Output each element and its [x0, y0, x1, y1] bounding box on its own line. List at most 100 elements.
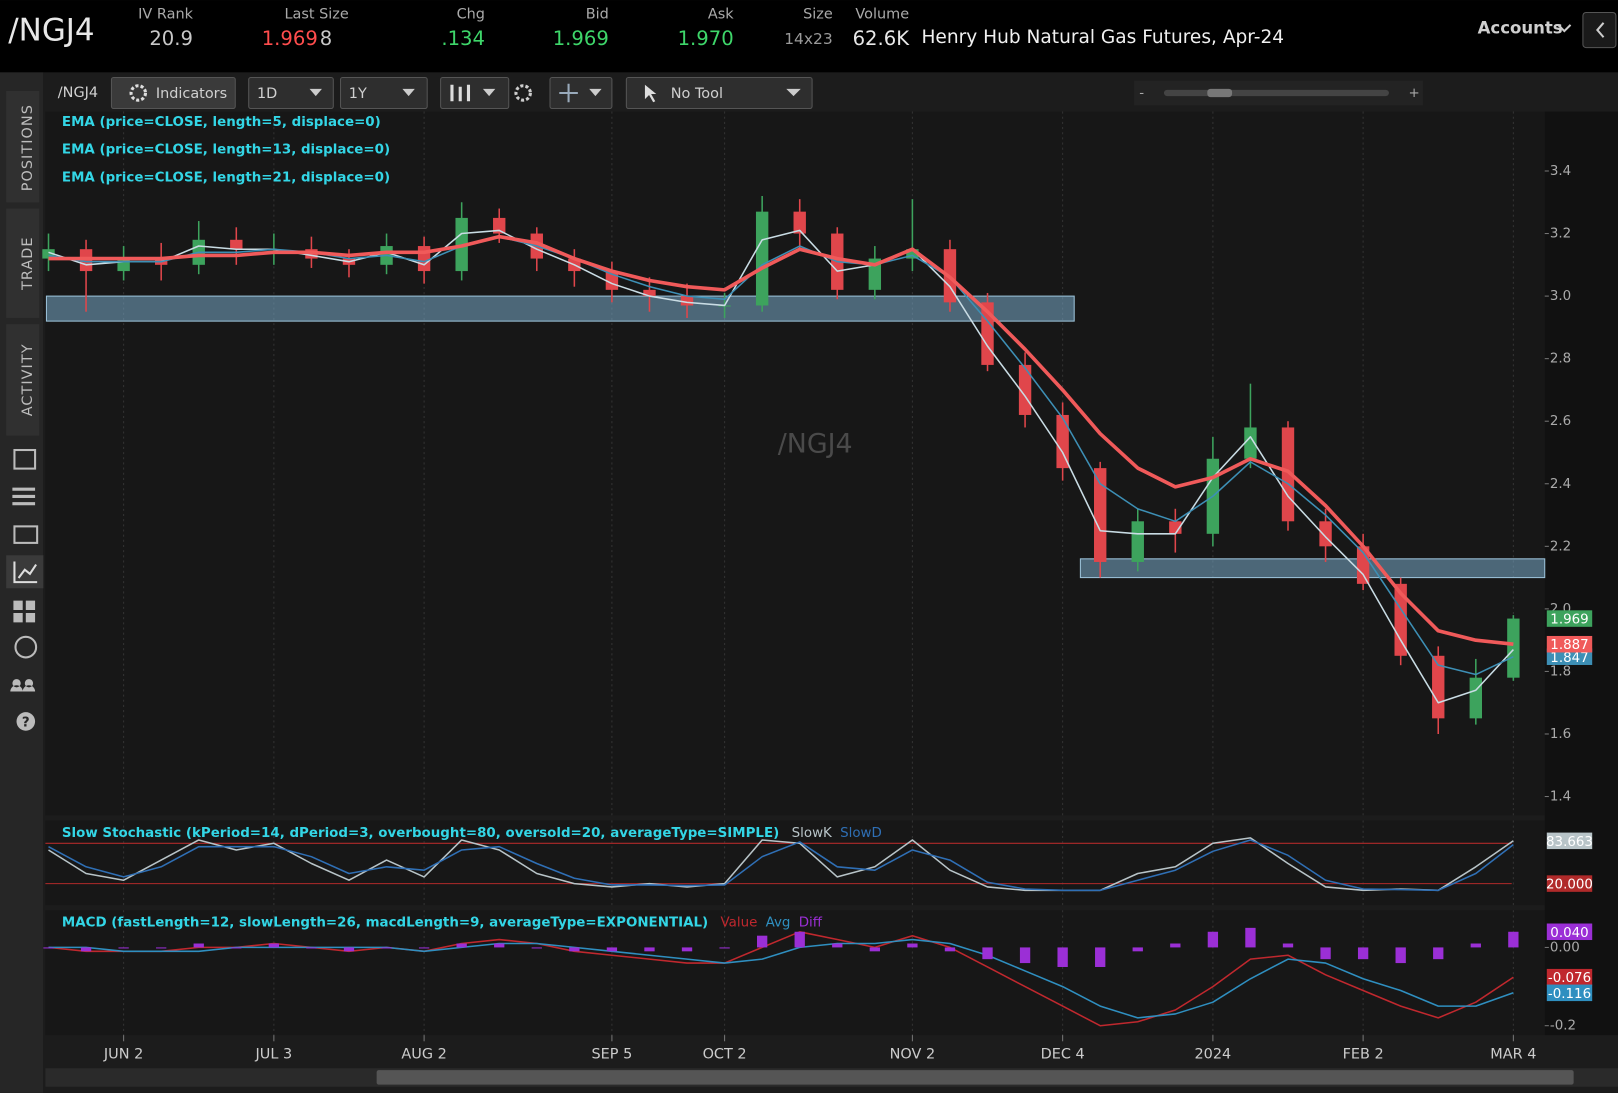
zoom-out[interactable]: -	[1139, 86, 1144, 101]
histogram-bar	[1395, 947, 1406, 964]
histogram-bar	[944, 947, 956, 952]
field-label: Ask	[708, 7, 734, 23]
icon[interactable]	[12, 487, 36, 506]
aggregation-select[interactable]	[248, 76, 334, 109]
histogram-bar	[1207, 931, 1219, 948]
field-label: Size	[803, 7, 833, 23]
value-badge	[1546, 832, 1593, 850]
series-line	[48, 234, 1514, 647]
candle-body	[42, 249, 55, 259]
x-tick-label: NOV 2	[890, 1047, 936, 1063]
candle-body	[1469, 677, 1482, 719]
icon[interactable]	[13, 525, 39, 544]
aggregation-label: 1D	[257, 86, 277, 102]
candle-body	[1244, 427, 1257, 459]
dropdown-arrow	[402, 88, 415, 97]
series-line	[48, 837, 1514, 892]
study-title: Slow Stochastic (kPeriod=14, dPeriod=3, …	[62, 826, 779, 841]
sidebar-tab[interactable]	[6, 90, 40, 203]
candle-body	[906, 249, 919, 259]
legend-entry: EMA (price=CLOSE, length=21, displace=0)	[62, 171, 390, 186]
drawing-select[interactable]	[549, 76, 613, 109]
value-badge-label: -0.116	[1548, 987, 1591, 1002]
value-badge	[1546, 610, 1593, 627]
sidebar-tab[interactable]	[6, 208, 40, 318]
field-value: .134	[441, 27, 485, 50]
x-tick-label: JUL 3	[255, 1047, 293, 1063]
x-tick-label: MAR 4	[1490, 1047, 1536, 1063]
histogram-bar	[681, 947, 693, 952]
x-tick-label: JUN 2	[103, 1047, 143, 1063]
histogram-bar	[531, 947, 542, 949]
histogram-bar	[832, 943, 843, 948]
collapse-button[interactable]	[1582, 11, 1617, 49]
icon[interactable]	[16, 712, 36, 731]
icon[interactable]	[13, 448, 37, 470]
gear-icon	[129, 84, 148, 102]
chart-style-select[interactable]	[440, 76, 510, 109]
zoom-thumb[interactable]	[1207, 88, 1233, 98]
candle-body	[1319, 521, 1332, 547]
histogram-bar	[418, 947, 430, 949]
histogram-bar	[1282, 943, 1294, 948]
scrollbar-thumb[interactable]	[376, 1070, 1574, 1085]
histogram-bar	[644, 947, 655, 952]
histogram-bar	[306, 947, 317, 949]
histogram-bar	[1057, 947, 1068, 967]
y-tick-label: 1.6	[1550, 727, 1571, 742]
icon[interactable]	[10, 679, 36, 692]
icon[interactable]	[14, 635, 38, 659]
y-tick-label: -0.2	[1550, 1019, 1576, 1034]
icon	[13, 561, 38, 584]
help-icon: ?	[22, 715, 30, 730]
x-tick-label: FEB 2	[1343, 1047, 1384, 1063]
level-badge-label: 20.000	[1546, 878, 1593, 893]
settings-icon[interactable]	[514, 84, 532, 102]
value-badge	[1546, 984, 1593, 1002]
candle-body	[1432, 655, 1445, 719]
accounts-menu[interactable]: Accounts	[1478, 19, 1563, 38]
candle-body	[680, 296, 694, 306]
candle-body	[1394, 583, 1407, 656]
value-badge-label: 0.040	[1550, 926, 1588, 941]
x-tick-label: SEP 5	[592, 1047, 633, 1063]
candle-body	[1507, 618, 1520, 678]
histogram-bar	[43, 947, 54, 949]
histogram-bar	[494, 943, 505, 948]
candle-body	[1056, 414, 1069, 469]
zoom-track	[1163, 89, 1389, 97]
value-badge	[1546, 923, 1593, 941]
watermark: /NGJ4	[778, 428, 853, 459]
histogram-bar	[869, 947, 880, 952]
tool-select[interactable]	[625, 76, 813, 109]
histogram-bar	[381, 947, 392, 949]
field-label: Last Size	[284, 7, 348, 23]
field-extra: 8	[320, 27, 332, 50]
y-tick-label: 3.0	[1550, 289, 1571, 304]
x-tick-label: 2024	[1195, 1047, 1232, 1063]
sidebar-tab-label: TRADE	[20, 236, 36, 291]
histogram-bar	[456, 943, 467, 948]
zone	[1079, 558, 1546, 579]
candles-icon	[450, 84, 471, 102]
y-tick-label: 2.8	[1550, 352, 1571, 367]
period-select[interactable]	[340, 76, 428, 109]
sidebar-tab[interactable]	[6, 324, 40, 436]
histogram-bar	[118, 947, 129, 949]
field-value: 14x23	[784, 30, 833, 48]
field-label: Volume	[855, 7, 909, 23]
icon[interactable]	[13, 600, 36, 623]
dropdown-arrow	[482, 88, 496, 97]
value-badge-label: -0.076	[1548, 971, 1591, 986]
tool-label: No Tool	[671, 86, 723, 102]
period-label: 1Y	[349, 86, 367, 102]
candle-body	[230, 239, 243, 250]
y-tick-label: 2.6	[1550, 414, 1571, 429]
zoom-in[interactable]: +	[1409, 86, 1420, 101]
legend-entry: Value	[721, 916, 758, 931]
drawing-icon	[559, 83, 578, 103]
value-badge-label: 83.663	[1546, 835, 1593, 850]
histogram-bar	[193, 943, 204, 948]
icon-active[interactable]	[6, 555, 44, 589]
